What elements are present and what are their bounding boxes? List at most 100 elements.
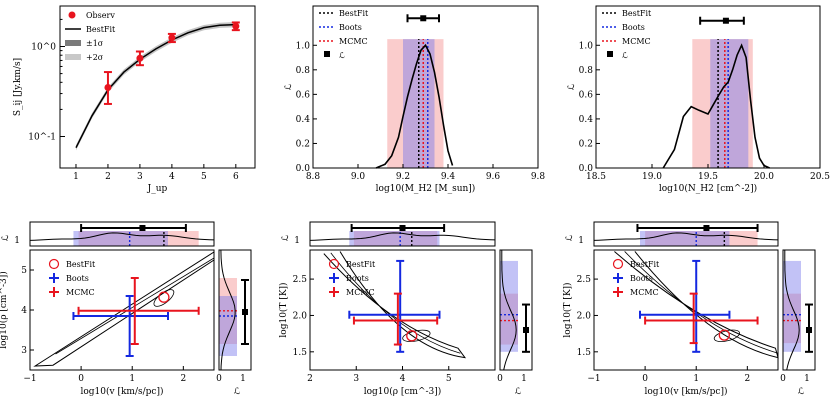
rhov-contour-outer (33, 251, 215, 367)
trho-contour-core (402, 329, 431, 342)
tv-y-tick-label: 1.5 (577, 348, 592, 358)
rhov-x-tick-label: 1 (129, 374, 135, 384)
tv-side-range-red (783, 293, 801, 344)
tv-side-errorbar-marker (806, 327, 812, 333)
sed-legend-observ: Observ (86, 11, 115, 20)
tv-y-tick-label: 2.0 (577, 311, 592, 321)
trho-x-axis-label: log10(ρ [cm^-3]) (364, 386, 442, 397)
mh2-likelihood-curve (375, 43, 454, 169)
trho-legend-bestfit: BestFit (346, 260, 376, 269)
mh2-x-tick-label: 9.2 (396, 172, 410, 182)
trho-side-frame (499, 249, 533, 371)
nh2-x-tick-label: 19.5 (698, 172, 718, 182)
trho-top-frame (309, 221, 496, 247)
nh2-likelihood-curve (662, 43, 770, 169)
mh2-x-tick-label: 9.0 (351, 172, 366, 182)
tv-x-tick-label: −1 (587, 374, 600, 384)
tv-y-axis-label: log10(T [K]) (562, 282, 573, 337)
tv-y-tick-label: 2.5 (577, 275, 592, 285)
tv-top-y-tick-label: 1 (578, 236, 584, 246)
rhov-x-tick-label: 0 (78, 374, 84, 384)
sed-legend-sigma1-swatch (65, 40, 81, 46)
rhov-y-tick-label: 4 (21, 306, 27, 316)
trho-x-tick-label: 2 (307, 374, 313, 384)
mh2-y-tick-label: 0.8 (296, 66, 311, 76)
trho-x-tick-label: 5 (446, 374, 452, 384)
tv-top-y-axis-label: ℒ (565, 234, 575, 241)
tv-bestfit-marker (718, 329, 730, 341)
sed-obs-point (232, 22, 240, 30)
nh2-y-tick-label: 1.0 (579, 41, 594, 51)
tv-side-x-tick-label: 0 (780, 374, 786, 384)
mh2-y-tick-label: 0.2 (296, 139, 310, 149)
mh2-x-tick-label: 9.8 (531, 172, 546, 182)
sed-x-tick-label: 5 (201, 172, 207, 182)
trho-bestfit-marker (406, 330, 418, 342)
tv-x-tick-label: 1 (693, 374, 699, 384)
mh2-x-tick-label: 9.4 (441, 172, 456, 182)
nh2-y-tick-label: 0.4 (579, 115, 594, 125)
mh2-errorbar-marker (420, 15, 427, 22)
nh2-y-tick-label: 0.6 (579, 90, 594, 100)
tv-contour-inner (624, 251, 779, 354)
rhov-side-likelihood-curve (220, 249, 236, 371)
rhov-top-likelihood-curve (29, 232, 215, 241)
mh2-y-tick-label: 1.0 (296, 41, 311, 51)
rhov-y-axis-label: log10(ρ [cm^-3]) (0, 271, 9, 349)
nh2-legend-mcmc: MCMC (622, 37, 651, 46)
tv-main-frame (593, 249, 779, 371)
rhov-bestfit-marker (158, 291, 170, 303)
tv-top-likelihood-curve (593, 232, 779, 241)
rhov-top-range-blue (73, 231, 168, 246)
trho-x-tick-label: 3 (353, 374, 359, 384)
nh2-x-tick-label: 18.5 (586, 172, 606, 182)
trho-side-x-tick-label: 0 (497, 374, 503, 384)
rhov-y-tick-label: 3 (21, 346, 27, 356)
nh2-y-tick-label: 0.8 (579, 66, 594, 76)
mh2-legend-likelihood: ℒ (339, 51, 345, 60)
trho-top-range-red (353, 231, 438, 246)
sed-sigma2-band (76, 22, 236, 151)
nh2-range-blue (710, 39, 749, 168)
nh2-y-tick-label: 0.2 (579, 139, 593, 149)
trho-y-axis-label: log10(T [K]) (278, 282, 289, 337)
mh2-plot-frame (312, 5, 539, 169)
rhov-legend-boots: Boots (66, 274, 89, 283)
tv-top-range-red (645, 231, 758, 246)
sed-x-tick-label: 2 (105, 172, 111, 182)
trho-legend-mcmc: MCMC (346, 288, 375, 297)
rhov-y-tick-label: 5 (21, 266, 27, 276)
sed-bestfit-line (75, 23, 236, 149)
sed-y-axis-label: S_ij [Jy.km/s] (13, 58, 23, 116)
nh2-range-red (692, 39, 753, 168)
rhov-side-x-axis-label: ℒ (234, 387, 241, 397)
tv-top-errorbar-marker (703, 225, 710, 231)
tv-side-x-tick-label: 1 (804, 374, 810, 384)
nh2-x-tick-label: 19.0 (642, 172, 662, 182)
trho-side-range-red (500, 293, 518, 345)
trho-side-x-tick-label: 1 (521, 374, 527, 384)
sed-legend-sigma2: +2σ (86, 53, 104, 62)
tv-side-frame (782, 249, 816, 371)
mh2-legend-bestfit: BestFit (339, 9, 369, 18)
trho-y-tick-label: 2.0 (293, 311, 308, 321)
tv-contour-core (713, 329, 740, 342)
trho-contour-outer (323, 251, 467, 359)
trho-top-y-axis-label: ℒ (281, 234, 291, 241)
sed-plot-frame (59, 5, 256, 169)
trho-side-likelihood-curve (501, 250, 517, 371)
trho-y-tick-label: 1.5 (293, 348, 308, 358)
nh2-y-tick-label: 0.0 (579, 164, 594, 174)
sed-x-tick-label: 4 (169, 172, 175, 182)
rhov-side-errorbar-marker (242, 309, 248, 315)
sed-x-tick-label: 6 (233, 172, 239, 182)
trho-side-errorbar-marker (523, 327, 529, 333)
nh2-y-axis-label: ℒ (567, 83, 577, 90)
mh2-y-tick-label: 0.6 (296, 90, 311, 100)
trho-top-likelihood-curve (309, 232, 496, 241)
tv-legend-mcmc: MCMC (630, 288, 659, 297)
trho-top-range-blue (349, 231, 440, 246)
nh2-legend-likelihood-marker (607, 51, 613, 57)
nh2-x-tick-label: 20.5 (810, 172, 830, 182)
